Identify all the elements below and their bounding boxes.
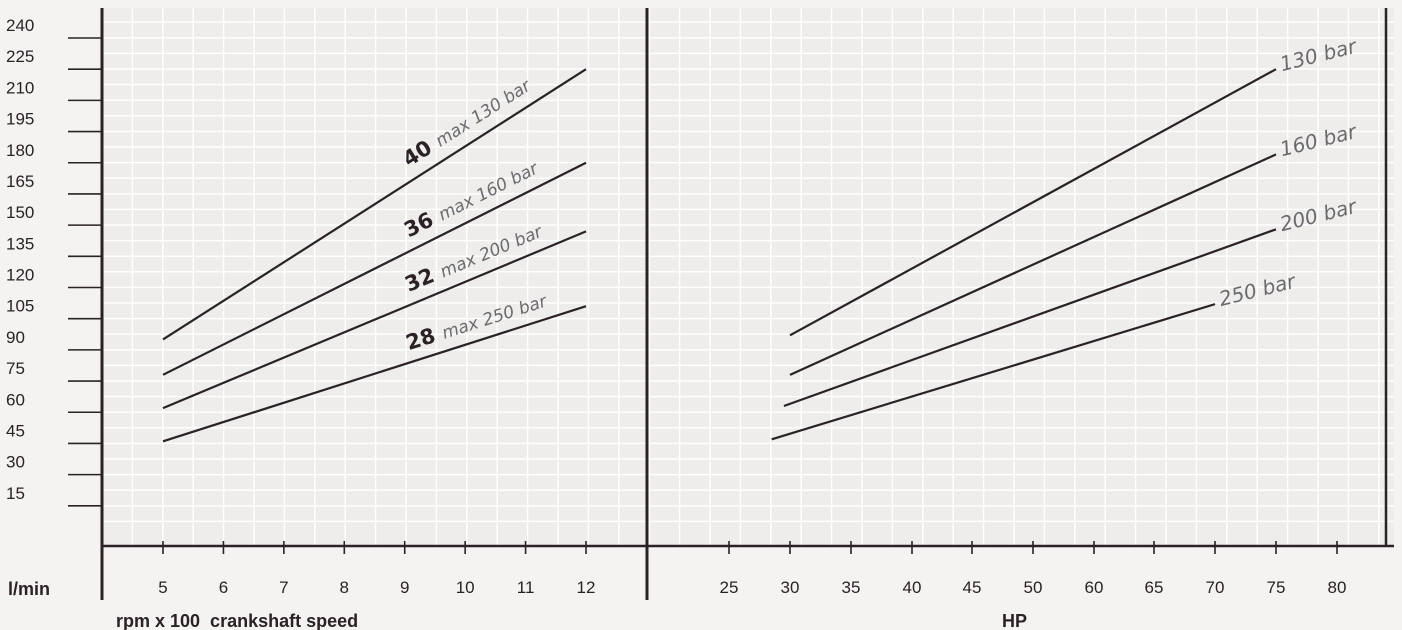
x-tick-label: 50 — [1024, 578, 1043, 597]
y-tick-label: 60 — [6, 390, 25, 409]
x-tick-label: 60 — [1085, 578, 1104, 597]
y-tick-label: 240 — [6, 16, 34, 35]
y-tick-label: 30 — [6, 453, 25, 472]
series-line — [162, 305, 587, 443]
y-tick-label: 105 — [6, 297, 34, 316]
x-tick-label: 11 — [517, 578, 535, 597]
y-tick-label: 150 — [6, 203, 34, 222]
x-tick-label: 70 — [1206, 578, 1225, 597]
grid — [102, 8, 1394, 546]
y-tick-label: 165 — [6, 172, 34, 191]
series-line — [789, 153, 1277, 376]
series-line — [162, 161, 587, 376]
y-axis-label: l/min — [8, 579, 50, 599]
x-tick-label: 12 — [577, 578, 596, 597]
y-tick-label: 180 — [6, 141, 34, 160]
y-tick-label: 15 — [6, 484, 25, 503]
series-line — [162, 68, 587, 341]
x-tick-label: 5 — [158, 578, 167, 597]
x-tick-label: 30 — [781, 578, 800, 597]
x-tick-label: 75 — [1267, 578, 1286, 597]
series-lines — [162, 68, 1277, 443]
x-tick-label: 7 — [279, 578, 288, 597]
x-tick-label: 40 — [903, 578, 922, 597]
plot-area — [102, 8, 1394, 546]
series-line — [162, 230, 587, 410]
y-tick-label: 75 — [6, 359, 25, 378]
y-tick-labels: 240 225 210 195 180 165 150 135 120 105 90 75 60 45 30… — [6, 16, 34, 503]
x-tick-label: 25 — [720, 578, 739, 597]
series-line — [789, 68, 1277, 337]
x-tick-label: 65 — [1145, 578, 1164, 597]
y-tick-label: 120 — [6, 266, 34, 285]
y-tick-label: 90 — [6, 328, 25, 347]
x-axis-label-hp: HP — [1002, 611, 1027, 630]
x-tick-label: 6 — [219, 578, 228, 597]
axes — [68, 8, 1394, 600]
x-tick-label: 80 — [1328, 578, 1347, 597]
y-tick-label: 225 — [6, 47, 34, 66]
y-tick-label: 210 — [6, 78, 34, 97]
x-tick-label: 35 — [842, 578, 861, 597]
x-tick-label: 8 — [340, 578, 349, 597]
y-tick-label: 195 — [6, 110, 34, 129]
series-line — [783, 228, 1277, 408]
x-tick-label: 9 — [400, 578, 409, 597]
x-tick-label: 45 — [963, 578, 982, 597]
x-tick-labels: 5 6 7 8 9 10 11 12 25 30 35 40 45 50 60 65 70 75 80 — [158, 578, 1346, 597]
y-tick-label: 45 — [6, 421, 25, 440]
series-line — [771, 303, 1216, 441]
x-axis-label-rpm: rpm x 100 crankshaft speed — [116, 611, 358, 630]
x-tick-label: 10 — [456, 578, 475, 597]
y-tick-label: 135 — [6, 234, 34, 253]
